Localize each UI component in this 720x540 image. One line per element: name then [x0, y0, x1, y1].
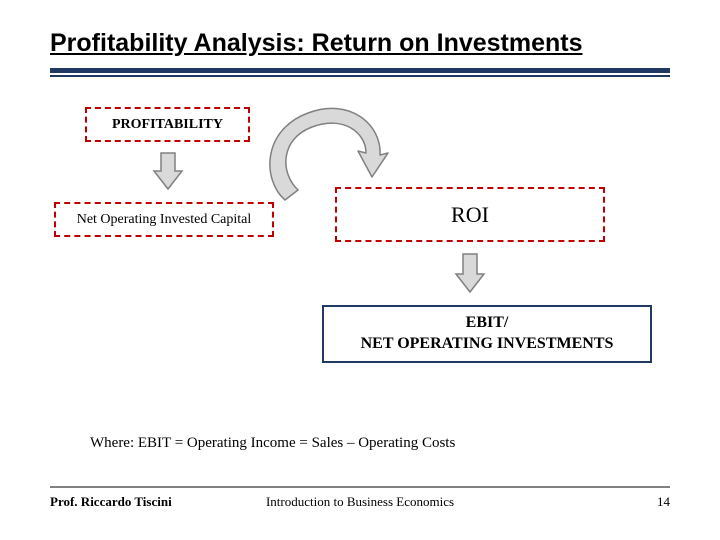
box-ebit: EBIT/ NET OPERATING INVESTMENTS — [322, 305, 652, 363]
footer-page-number: 14 — [657, 494, 670, 510]
footer-course: Introduction to Business Economics — [266, 494, 454, 510]
box-noic: Net Operating Invested Capital — [54, 202, 274, 237]
arrow-down-2 — [450, 250, 490, 298]
footer-rule — [50, 486, 670, 488]
footer-author: Prof. Riccardo Tiscini — [50, 494, 172, 510]
box-roi: ROI — [335, 187, 605, 242]
slide-title: Profitability Analysis: Return on Invest… — [50, 28, 670, 58]
box-profitability: PROFITABILITY — [85, 107, 250, 142]
title-underline — [50, 68, 670, 77]
box-noic-label: Net Operating Invested Capital — [77, 212, 252, 228]
arrow-down-1 — [148, 149, 188, 194]
where-definition: Where: EBIT = Operating Income = Sales –… — [90, 435, 455, 452]
box-ebit-line2: NET OPERATING INVESTMENTS — [361, 334, 614, 355]
slide-footer: Prof. Riccardo Tiscini Introduction to B… — [50, 486, 670, 510]
box-roi-label: ROI — [451, 202, 489, 228]
diagram-canvas: PROFITABILITY Net Operating Invested Cap… — [50, 77, 670, 397]
box-ebit-line1: EBIT/ — [466, 313, 509, 334]
box-profitability-label: PROFITABILITY — [112, 117, 223, 133]
